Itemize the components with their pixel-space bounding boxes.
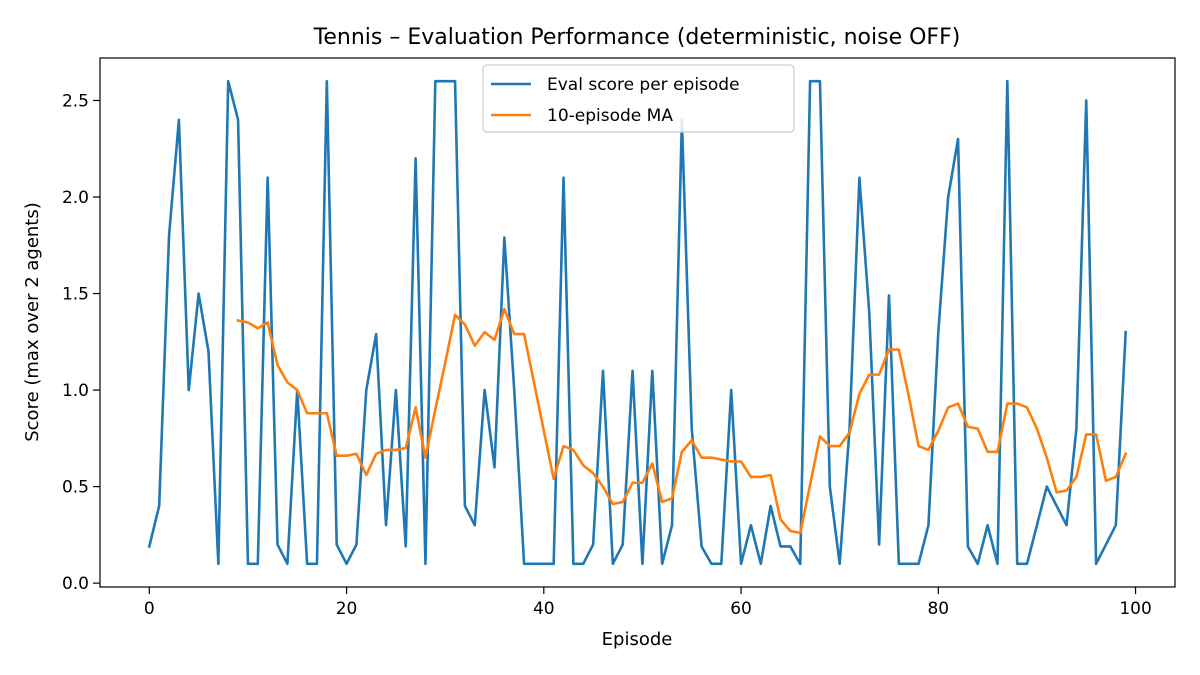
y-axis-label: Score (max over 2 agents) bbox=[22, 202, 43, 442]
x-tick-label: 40 bbox=[533, 599, 555, 619]
plot-frame bbox=[99, 57, 1176, 588]
legend-box bbox=[482, 64, 795, 133]
y-tick-label: 0.5 bbox=[62, 478, 89, 498]
series-line-0 bbox=[147, 79, 1128, 566]
x-tick-label: 60 bbox=[730, 599, 752, 619]
chart-title: Tennis – Evaluation Performance (determi… bbox=[313, 25, 961, 50]
x-axis-label: Episode bbox=[602, 629, 673, 650]
y-tick-label: 1.0 bbox=[62, 381, 89, 401]
y-tick-label: 1.5 bbox=[62, 285, 89, 305]
y-tick-label: 0.0 bbox=[62, 574, 89, 594]
series-line-1 bbox=[236, 307, 1128, 535]
x-tick-label: 100 bbox=[1119, 599, 1151, 619]
x-tick-label: 80 bbox=[927, 599, 949, 619]
x-tick-label: 0 bbox=[144, 599, 155, 619]
x-tick-label: 20 bbox=[336, 599, 358, 619]
y-tick-label: 2.0 bbox=[62, 188, 89, 208]
series-layer bbox=[147, 79, 1128, 566]
legend-label: 10-episode MA bbox=[547, 106, 673, 126]
y-tick-label: 2.5 bbox=[62, 91, 89, 111]
legend-label: Eval score per episode bbox=[547, 75, 740, 95]
legend: Eval score per episode 10-episode MA bbox=[482, 64, 795, 133]
axis-ticks: 0 20 40 60 80 100 0.0 0.5 1.0 1.5 2.0 2.5 bbox=[62, 91, 1152, 619]
